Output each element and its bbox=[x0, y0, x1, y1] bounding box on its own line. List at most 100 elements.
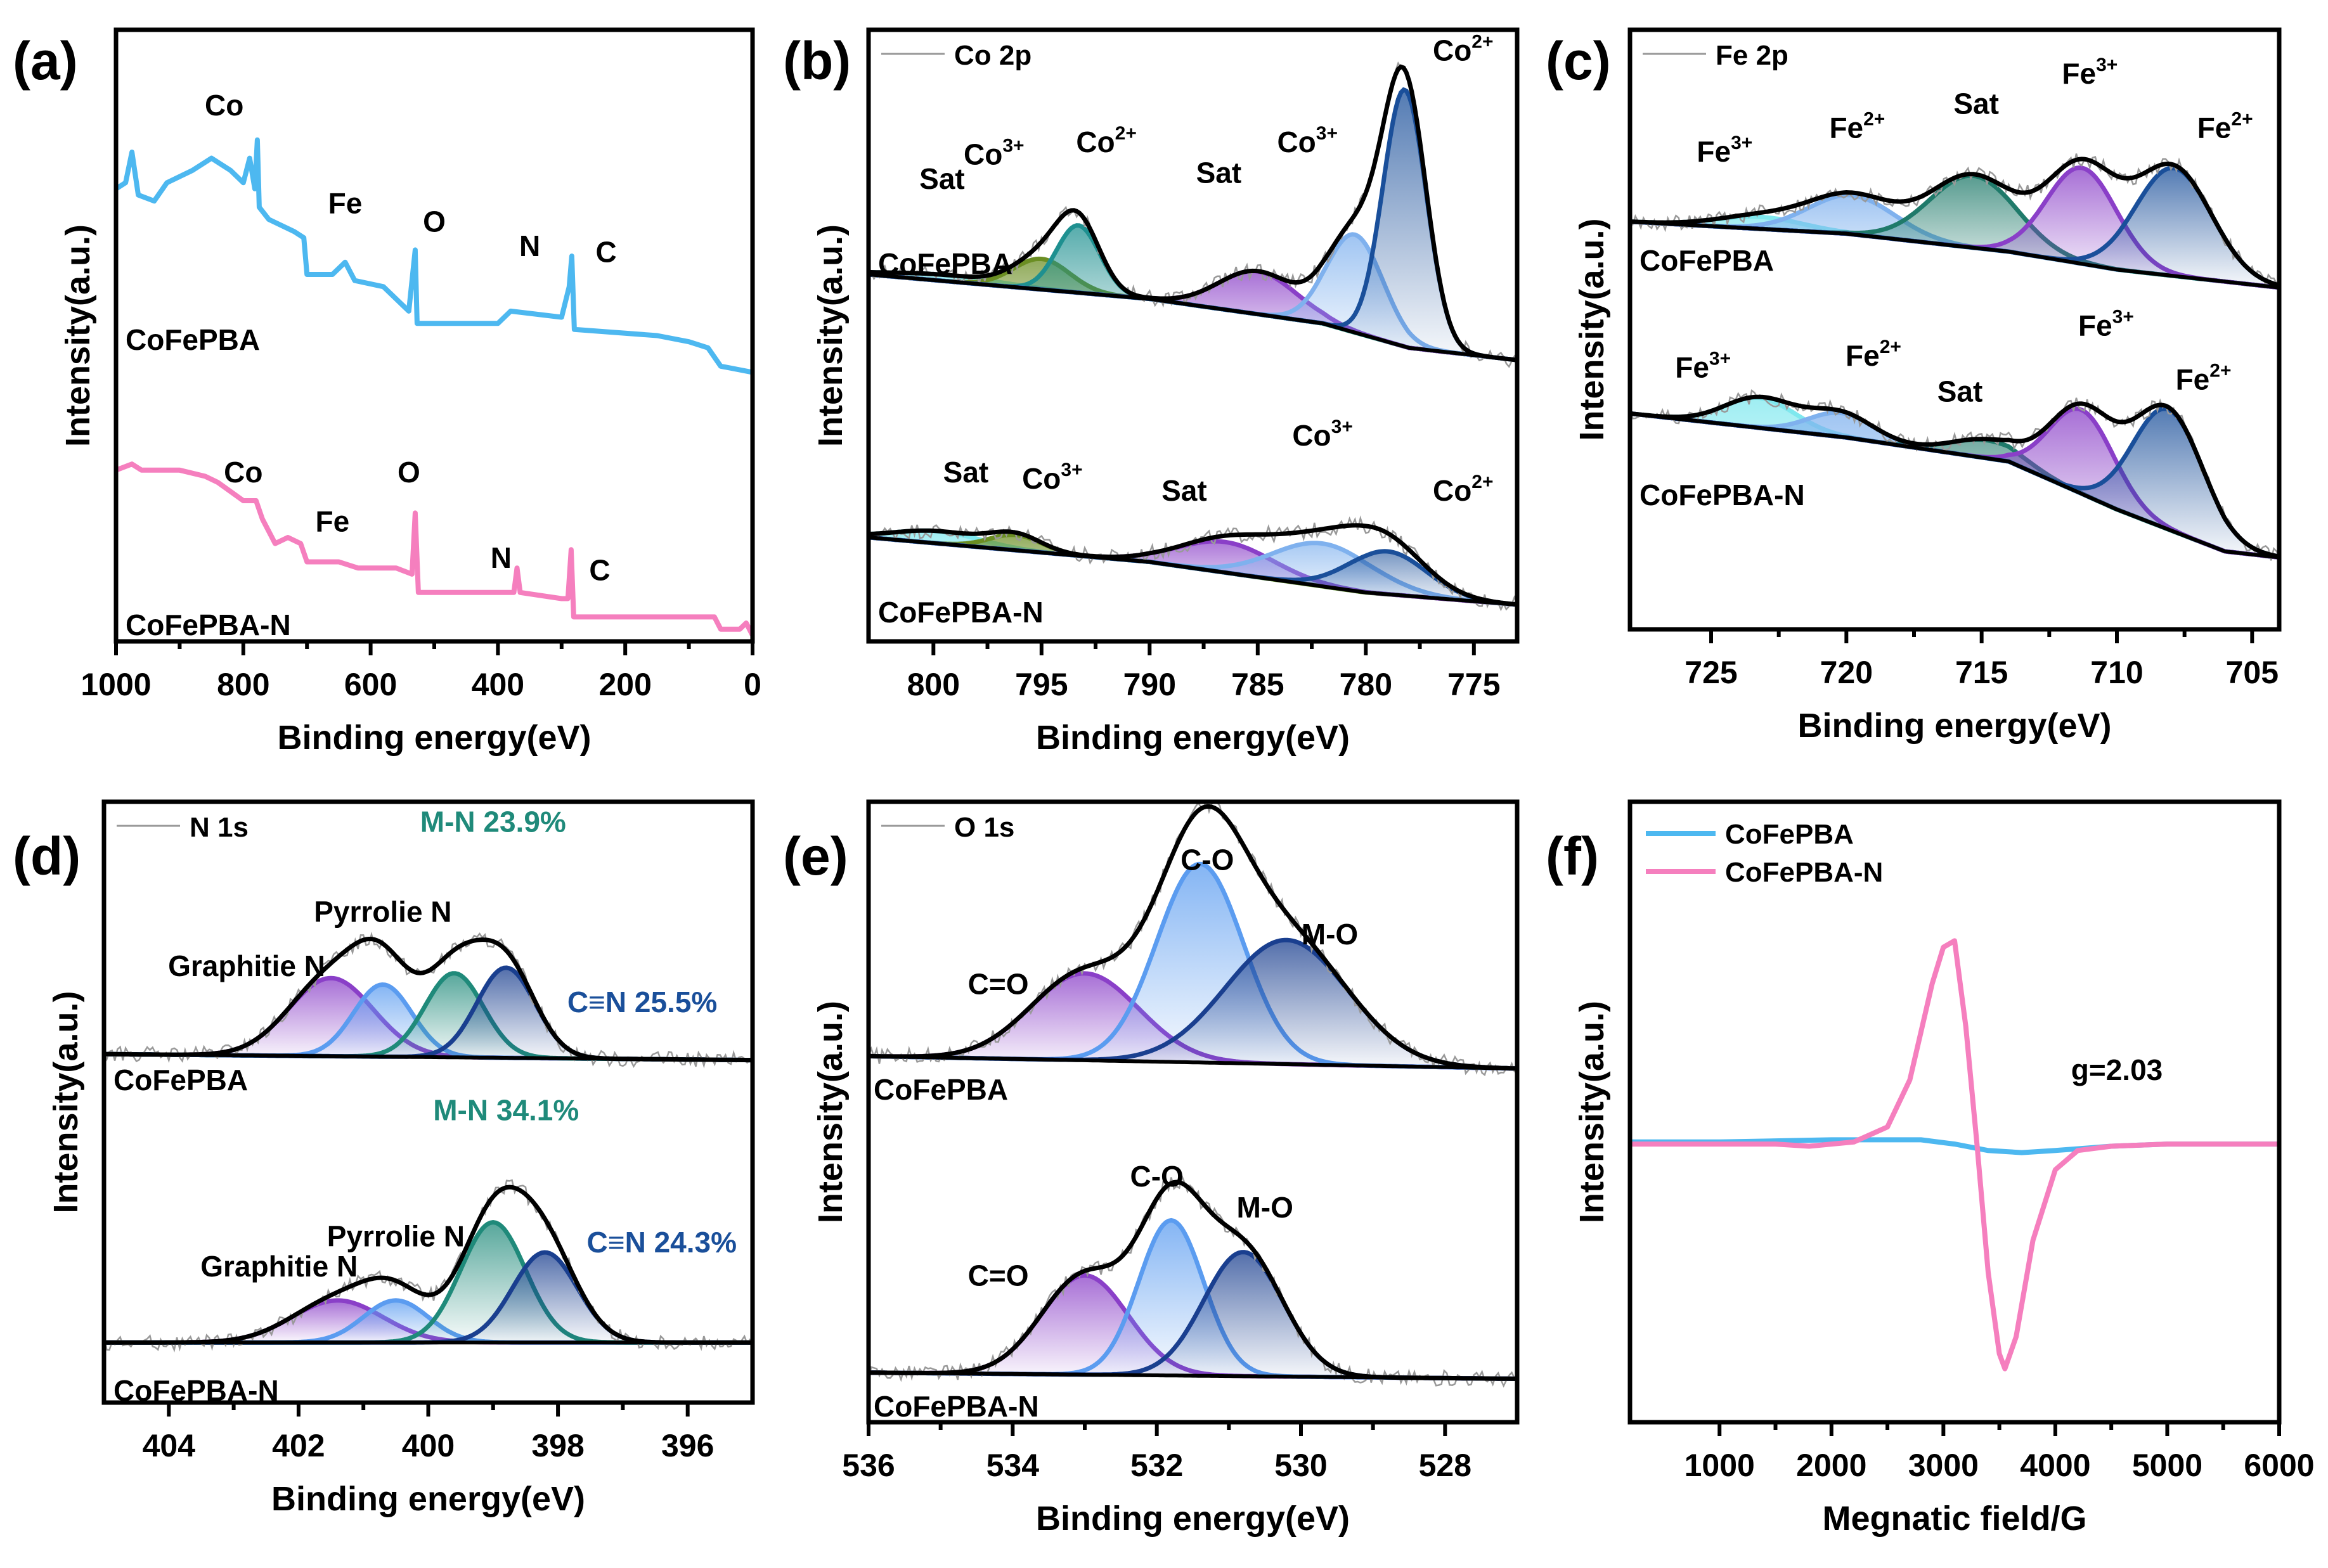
x-tick-label: 532 bbox=[1130, 1448, 1183, 1483]
superscript: 3+ bbox=[1061, 459, 1082, 480]
panel-d: (d) 404 402 400 398 396 Binding energy(eV) Inte… bbox=[13, 799, 755, 1518]
superscript: 2+ bbox=[1471, 31, 1493, 52]
y-axis-label: Intensity(a.u.) bbox=[1573, 218, 1611, 440]
x-tick-label: 6000 bbox=[2244, 1448, 2314, 1483]
peak-fill bbox=[869, 537, 1517, 605]
x-tick-label: 530 bbox=[1274, 1448, 1327, 1483]
peak-annotation: Co2+ bbox=[1433, 31, 1494, 67]
peak-fill bbox=[869, 973, 1517, 1069]
x-tick-label: 398 bbox=[531, 1428, 584, 1463]
sample-label: CoFePBA bbox=[126, 323, 260, 356]
x-tick-label: 534 bbox=[986, 1448, 1040, 1483]
superscript: 3+ bbox=[1331, 416, 1353, 437]
plot-area bbox=[104, 931, 753, 1353]
peak-annotation: Fe2+ bbox=[2176, 361, 2232, 396]
peak-annotation: O bbox=[423, 205, 446, 238]
peak-annotation: M-O bbox=[1236, 1191, 1293, 1224]
x-tick-label: 710 bbox=[2090, 655, 2143, 690]
superscript: 3+ bbox=[1002, 135, 1024, 156]
x-tick-label: 400 bbox=[402, 1428, 455, 1463]
x-axis-label: Binding energy(eV) bbox=[1036, 719, 1350, 757]
peak-fill bbox=[869, 1252, 1517, 1379]
peak-annotation: Fe3+ bbox=[2078, 306, 2134, 342]
peak-annotation: M-O bbox=[1302, 918, 1358, 951]
sample-label: CoFePBA-N bbox=[1639, 479, 1805, 511]
peak-annotation: Fe bbox=[328, 187, 363, 220]
superscript: 2+ bbox=[2209, 361, 2231, 382]
peak-fill bbox=[869, 1220, 1517, 1379]
series-CoFePBA-N bbox=[1630, 938, 2279, 1372]
x-axis-label: Megnatic field/G bbox=[1822, 1500, 2086, 1538]
x-tick-label: 1000 bbox=[81, 667, 151, 702]
peak-annotation: Sat bbox=[1161, 474, 1207, 507]
sample-label: CoFePBA-N bbox=[113, 1374, 279, 1407]
x-tick-label: 790 bbox=[1123, 667, 1176, 702]
legend-label: CoFePBA-N bbox=[1725, 857, 1883, 888]
peak-annotation: M-N 23.9% bbox=[420, 805, 566, 838]
superscript: 3+ bbox=[1709, 349, 1731, 370]
peak-annotation: Graphitie N bbox=[200, 1250, 358, 1283]
x-axis-label: Binding energy(eV) bbox=[271, 1480, 585, 1518]
x-tick-label: 200 bbox=[598, 667, 651, 702]
peak-annotation: g=2.03 bbox=[2071, 1053, 2163, 1086]
superscript: 2+ bbox=[1115, 123, 1137, 144]
raw-data-line bbox=[869, 802, 1517, 1077]
panel-label: (b) bbox=[783, 31, 851, 91]
x-tick-label: 402 bbox=[272, 1428, 325, 1463]
peak-fill bbox=[869, 1275, 1517, 1379]
superscript: 2+ bbox=[1863, 108, 1885, 129]
x-axis-label: Binding energy(eV) bbox=[1797, 707, 2111, 745]
baseline-line bbox=[869, 536, 1517, 607]
x-tick-label: 705 bbox=[2226, 655, 2279, 690]
peak-annotation: N bbox=[491, 541, 512, 574]
plot-area bbox=[869, 61, 1517, 612]
x-tick-label: 1000 bbox=[1685, 1448, 1755, 1483]
series-CoFePBA-N bbox=[116, 461, 753, 637]
peak-annotation: C-O bbox=[1180, 844, 1234, 877]
superscript: 3+ bbox=[1731, 132, 1752, 153]
plot-area bbox=[116, 137, 753, 637]
peak-annotation: Co3+ bbox=[1292, 416, 1353, 452]
peak-fill bbox=[104, 1252, 753, 1343]
peak-fill bbox=[104, 1300, 753, 1343]
peak-fill bbox=[869, 530, 1517, 605]
peak-annotation: O bbox=[398, 456, 420, 489]
plot-area bbox=[1630, 938, 2279, 1372]
y-axis-label: Intensity(a.u.) bbox=[47, 991, 85, 1213]
panel-label: (a) bbox=[13, 31, 78, 91]
superscript: 3+ bbox=[2112, 306, 2134, 327]
peak-fill bbox=[104, 978, 753, 1060]
peak-annotation: Fe2+ bbox=[1829, 108, 1885, 144]
peak-annotation: Pyrrolie N bbox=[327, 1220, 465, 1253]
envelope-line bbox=[869, 804, 1517, 1071]
plot-frame bbox=[1627, 27, 2282, 632]
raw-data-line bbox=[1630, 389, 2279, 561]
peak-fill bbox=[869, 537, 1517, 605]
panel-label: (d) bbox=[13, 826, 81, 886]
series-CoFePBA bbox=[116, 137, 753, 375]
y-axis-label: Intensity(a.u.) bbox=[59, 224, 97, 447]
x-tick-label: 0 bbox=[744, 667, 761, 702]
peak-annotation: C-O bbox=[1130, 1160, 1184, 1193]
x-tick-label: 400 bbox=[472, 667, 524, 702]
peak-annotation: C≡N 24.3% bbox=[587, 1226, 737, 1259]
plot-area bbox=[869, 802, 1517, 1388]
x-tick-label: 715 bbox=[1955, 655, 2008, 690]
legend-label: Co 2p bbox=[954, 40, 1031, 71]
peak-annotation: C bbox=[595, 236, 616, 269]
legend-label: O 1s bbox=[954, 812, 1014, 843]
x-tick-label: 795 bbox=[1015, 667, 1068, 702]
x-tick-label: 800 bbox=[217, 667, 269, 702]
x-tick-label: 2000 bbox=[1796, 1448, 1866, 1483]
sample-label: CoFePBA-N bbox=[874, 1390, 1039, 1423]
peak-annotation: Sat bbox=[1937, 375, 1983, 408]
sample-label: CoFePBA-N bbox=[126, 608, 291, 641]
baseline-line bbox=[869, 1370, 1517, 1381]
peak-annotation: M-N 34.1% bbox=[433, 1093, 579, 1126]
baseline-line bbox=[869, 1054, 1517, 1070]
peak-annotation: Fe2+ bbox=[2197, 108, 2253, 144]
panel-a: (a) 1000 800 600 400 200 0 Binding energy(eV) In… bbox=[13, 27, 761, 757]
peak-annotation: Co3+ bbox=[1022, 459, 1083, 495]
legend-label: CoFePBA bbox=[1725, 819, 1854, 850]
